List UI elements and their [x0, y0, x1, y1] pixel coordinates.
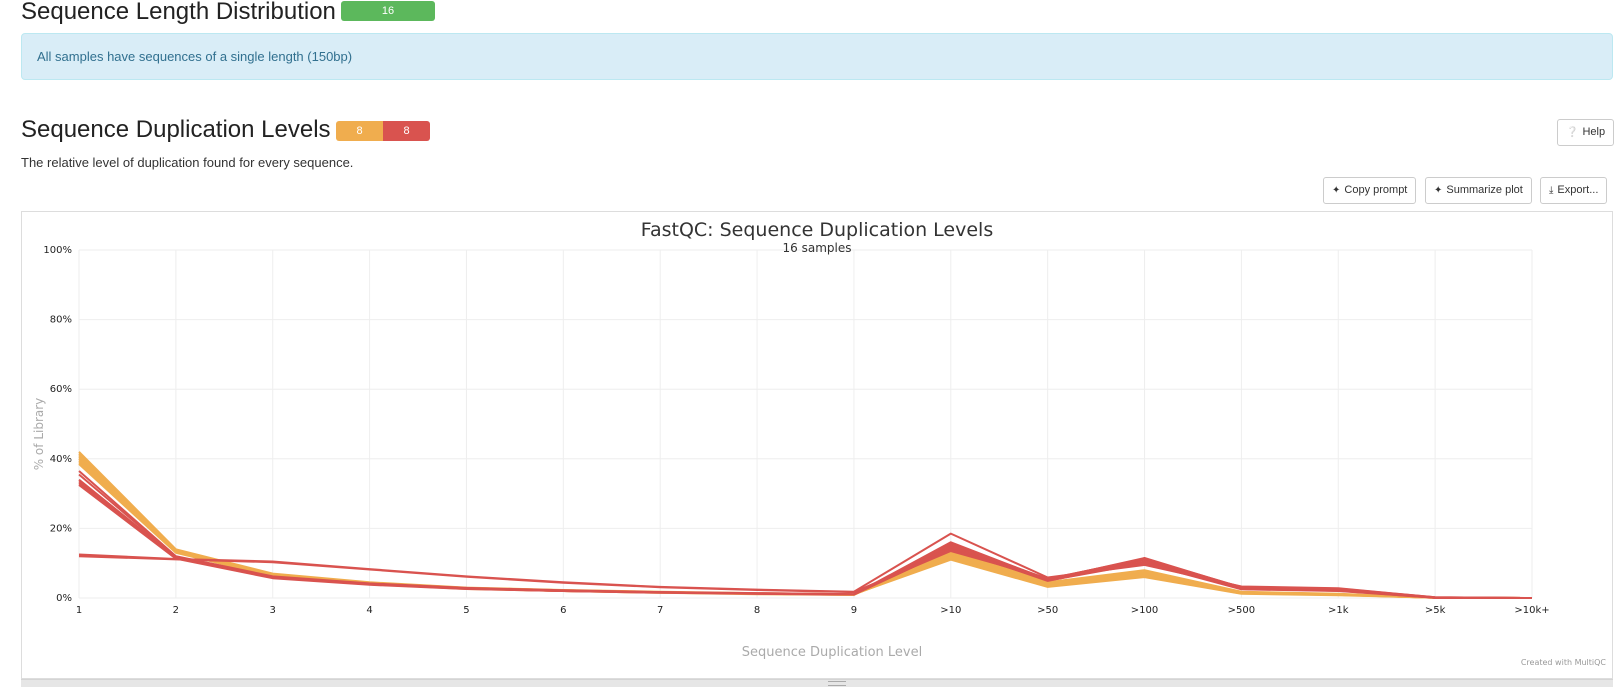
plot-container[interactable]: 0% 20% 40% 60% 80% 100% 1 2 3 4 5 6 7 8 9 >10 >50 >100 >5… [21, 211, 1613, 679]
x-tick-label: 1 [76, 605, 82, 616]
status-badge-warn: 8 [336, 121, 383, 141]
resize-handle[interactable] [21, 679, 1613, 687]
info-alert: All samples have sequences of a single l… [21, 33, 1613, 80]
grid-lines [78, 249, 1533, 599]
x-tick-label: >10 [940, 605, 961, 616]
help-button[interactable]: ❔ Help [1557, 119, 1615, 146]
y-tick-label: 80% [50, 315, 72, 326]
sparkle-icon: ✦ [1332, 185, 1341, 196]
question-circle-icon: ❔ [1566, 127, 1579, 138]
series-line-16[interactable] [78, 550, 1533, 599]
x-axis-label: Sequence Duplication Level [742, 645, 922, 660]
chart-title: FastQC: Sequence Duplication Levels [641, 219, 993, 241]
x-tick-label: >1k [1328, 605, 1349, 616]
chart-subtitle: 16 samples [783, 241, 852, 255]
status-badge-pass: 16 [341, 1, 435, 21]
x-axis-ticks: 1 2 3 4 5 6 7 8 9 >10 >50 >100 >500 >1k >5k >10k+ [76, 605, 1550, 616]
x-tick-label: >500 [1228, 605, 1255, 616]
section-description: The relative level of duplication found … [21, 155, 354, 170]
duplication-line-chart[interactable]: 0% 20% 40% 60% 80% 100% 1 2 3 4 5 6 7 8 9 >10 >50 >100 >5… [22, 212, 1612, 678]
x-tick-label: >100 [1131, 605, 1158, 616]
status-badge-group: 8 8 [336, 121, 430, 141]
y-axis-ticks: 0% 20% 40% 60% 80% 100% [43, 245, 72, 604]
x-tick-label: 9 [851, 605, 857, 616]
status-badge-fail: 8 [383, 121, 430, 141]
copy-prompt-button[interactable]: ✦ Copy prompt [1323, 177, 1417, 204]
status-badge-group: 16 [341, 1, 435, 21]
y-tick-label: 100% [43, 245, 72, 256]
x-tick-label: 6 [560, 605, 566, 616]
x-tick-label: >50 [1037, 605, 1058, 616]
series-layer [78, 451, 1533, 599]
x-tick-label: 4 [366, 605, 372, 616]
export-label: Export... [1557, 184, 1599, 196]
section-title-length: Sequence Length Distribution [21, 0, 336, 25]
grip-icon [828, 681, 846, 686]
sparkle-icon: ✦ [1434, 185, 1443, 196]
x-tick-label: >5k [1425, 605, 1446, 616]
section-title-duplication: Sequence Duplication Levels [21, 116, 331, 143]
x-tick-label: >10k+ [1514, 605, 1549, 616]
chart-credit: Created with MultiQC [1521, 658, 1607, 667]
x-tick-label: 8 [754, 605, 760, 616]
summarize-plot-label: Summarize plot [1446, 184, 1523, 196]
y-axis-label: % of Library [32, 398, 46, 471]
y-tick-label: 40% [50, 454, 72, 465]
x-tick-label: 3 [270, 605, 276, 616]
y-tick-label: 20% [50, 523, 72, 534]
copy-prompt-label: Copy prompt [1344, 184, 1408, 196]
export-button[interactable]: ⤓ Export... [1540, 177, 1608, 204]
x-tick-label: 5 [463, 605, 469, 616]
series-line-14[interactable] [78, 484, 1533, 599]
download-icon: ⤓ [1549, 185, 1554, 196]
summarize-plot-button[interactable]: ✦ Summarize plot [1425, 177, 1532, 204]
help-button-label: Help [1582, 126, 1606, 138]
x-tick-label: 7 [657, 605, 663, 616]
y-tick-label: 60% [50, 384, 72, 395]
y-tick-label: 0% [56, 593, 72, 604]
x-tick-label: 2 [173, 605, 179, 616]
